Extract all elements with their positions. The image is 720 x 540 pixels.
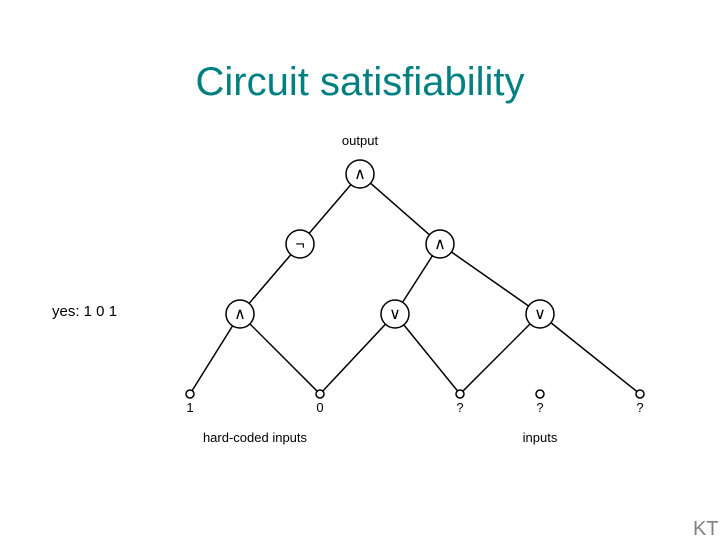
output-label: output [342, 133, 379, 148]
leaf-label: 0 [316, 400, 323, 415]
leaf-node [636, 390, 644, 398]
edge [323, 324, 386, 391]
edge [371, 183, 430, 235]
edge [250, 324, 317, 391]
corner-mark: KT [693, 518, 719, 540]
gate-label: ∧ [234, 306, 246, 323]
gate-label: ¬ [295, 236, 304, 253]
leaf-label: ? [456, 400, 463, 415]
gate-label: ∧ [434, 236, 446, 253]
edge [451, 252, 528, 306]
gate-label: ∨ [389, 306, 401, 323]
edge [249, 255, 291, 304]
edge [551, 323, 637, 392]
gate-label: ∧ [354, 166, 366, 183]
leaf-node [536, 390, 544, 398]
gate-label: ∨ [534, 306, 546, 323]
hardcoded-inputs-label: hard-coded inputs [203, 430, 308, 445]
leaf-node [456, 390, 464, 398]
side-label: yes: 1 0 1 [52, 303, 117, 320]
edge [309, 185, 351, 234]
edge [463, 324, 530, 391]
inputs-label: inputs [523, 430, 558, 445]
leaf-label: 1 [186, 400, 193, 415]
edge [404, 325, 458, 391]
edge [192, 326, 232, 391]
edge [403, 256, 433, 302]
leaf-label: ? [636, 400, 643, 415]
leaf-node [186, 390, 194, 398]
leaf-node [316, 390, 324, 398]
leaf-label: ? [536, 400, 543, 415]
circuit-diagram: ∧ ¬ ∧ ∧ ∨ ∨ 1 0??? output yes: 1 0 1 hard-coded in… [0, 0, 720, 540]
